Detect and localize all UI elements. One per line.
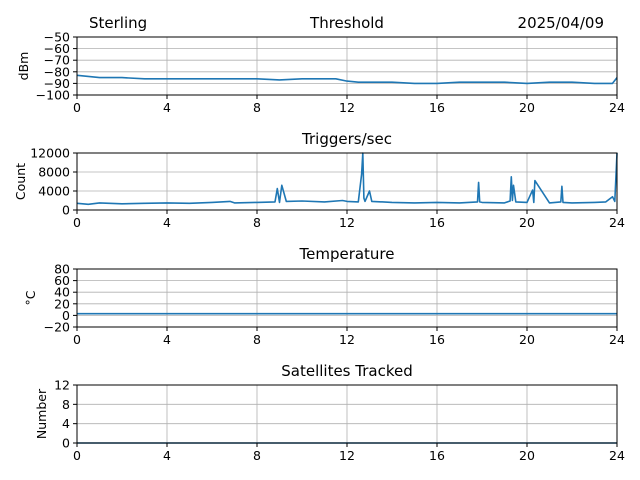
y-axis-label: °C xyxy=(23,290,38,305)
y-tick-label: −50 xyxy=(44,30,70,45)
x-tick-label: 12 xyxy=(339,100,355,115)
chart-title: Threshold xyxy=(309,14,384,32)
panel-satellites-tracked: 0 4 8 12 16 20 24 12 8 4 0 Satellites Tracked Number xyxy=(34,362,625,463)
y-axis-label: Number xyxy=(34,388,49,439)
y-tick-label: −80 xyxy=(44,64,70,79)
x-tick-label: 24 xyxy=(609,332,625,347)
x-tick-label: 4 xyxy=(163,215,171,230)
x-tick-label: 4 xyxy=(163,100,171,115)
chart-title: Temperature xyxy=(298,245,394,263)
x-tick-label: 16 xyxy=(429,100,445,115)
y-tick-label: 12000 xyxy=(30,146,70,161)
x-tick-label: 20 xyxy=(519,215,535,230)
x-tick-label: 8 xyxy=(253,448,261,463)
x-tick-label: 24 xyxy=(609,215,625,230)
x-tick-label: 20 xyxy=(519,100,535,115)
y-axis-label: Count xyxy=(13,163,28,200)
x-tick-label: 4 xyxy=(163,332,171,347)
x-tick-label: 4 xyxy=(163,448,171,463)
x-tick-label: 16 xyxy=(429,448,445,463)
y-tick-label: 20 xyxy=(54,296,70,311)
x-tick-label: 0 xyxy=(73,215,81,230)
x-tick-label: 0 xyxy=(73,448,81,463)
y-tick-label: 80 xyxy=(54,262,70,277)
x-tick-label: 16 xyxy=(429,332,445,347)
y-tick-label: 4 xyxy=(62,416,70,431)
y-tick-label: 8000 xyxy=(38,165,70,180)
x-tick-label: 16 xyxy=(429,215,445,230)
x-tick-label: 0 xyxy=(73,100,81,115)
chart-title: Satellites Tracked xyxy=(281,362,412,380)
x-tick-label: 8 xyxy=(253,100,261,115)
y-tick-label: −60 xyxy=(44,41,70,56)
x-tick-label: 20 xyxy=(519,448,535,463)
y-tick-label: 0 xyxy=(62,308,70,323)
y-axis-label: dBm xyxy=(16,52,31,81)
y-tick-label: 60 xyxy=(54,273,70,288)
chart-title: Triggers/sec xyxy=(301,130,392,148)
y-tick-label: −70 xyxy=(44,53,70,68)
station-name: Sterling xyxy=(89,14,147,32)
series-line xyxy=(76,152,618,206)
panel-triggers-sec: 0 4 8 12 16 20 24 12000 8000 4000 0 Triggers/sec Cou… xyxy=(13,130,625,230)
y-tick-label: 0 xyxy=(62,203,70,218)
x-tick-label: 12 xyxy=(339,215,355,230)
x-tick-label: 12 xyxy=(339,332,355,347)
y-tick-label: 40 xyxy=(54,285,70,300)
x-tick-label: 8 xyxy=(253,215,261,230)
chart-panels: 0 4 8 12 16 20 24 −50−60−70−80−90−100 Threshold d… xyxy=(13,14,625,463)
date-label: 2025/04/09 xyxy=(518,14,604,32)
y-tick-label: −90 xyxy=(44,76,70,91)
panel-threshold: 0 4 8 12 16 20 24 −50−60−70−80−90−100 Threshold d… xyxy=(16,14,625,115)
y-tick-label: 8 xyxy=(62,397,70,412)
series-line xyxy=(76,74,618,85)
y-tick-label: −20 xyxy=(44,320,70,335)
y-tick-label: 12 xyxy=(54,378,70,393)
x-tick-label: 24 xyxy=(609,448,625,463)
x-tick-label: 12 xyxy=(339,448,355,463)
y-tick-label: 4000 xyxy=(38,184,70,199)
y-tick-label: −100 xyxy=(36,88,70,103)
x-tick-label: 8 xyxy=(253,332,261,347)
x-tick-label: 20 xyxy=(519,332,535,347)
x-tick-label: 24 xyxy=(609,100,625,115)
y-tick-label: 0 xyxy=(62,436,70,451)
x-tick-label: 0 xyxy=(73,332,81,347)
